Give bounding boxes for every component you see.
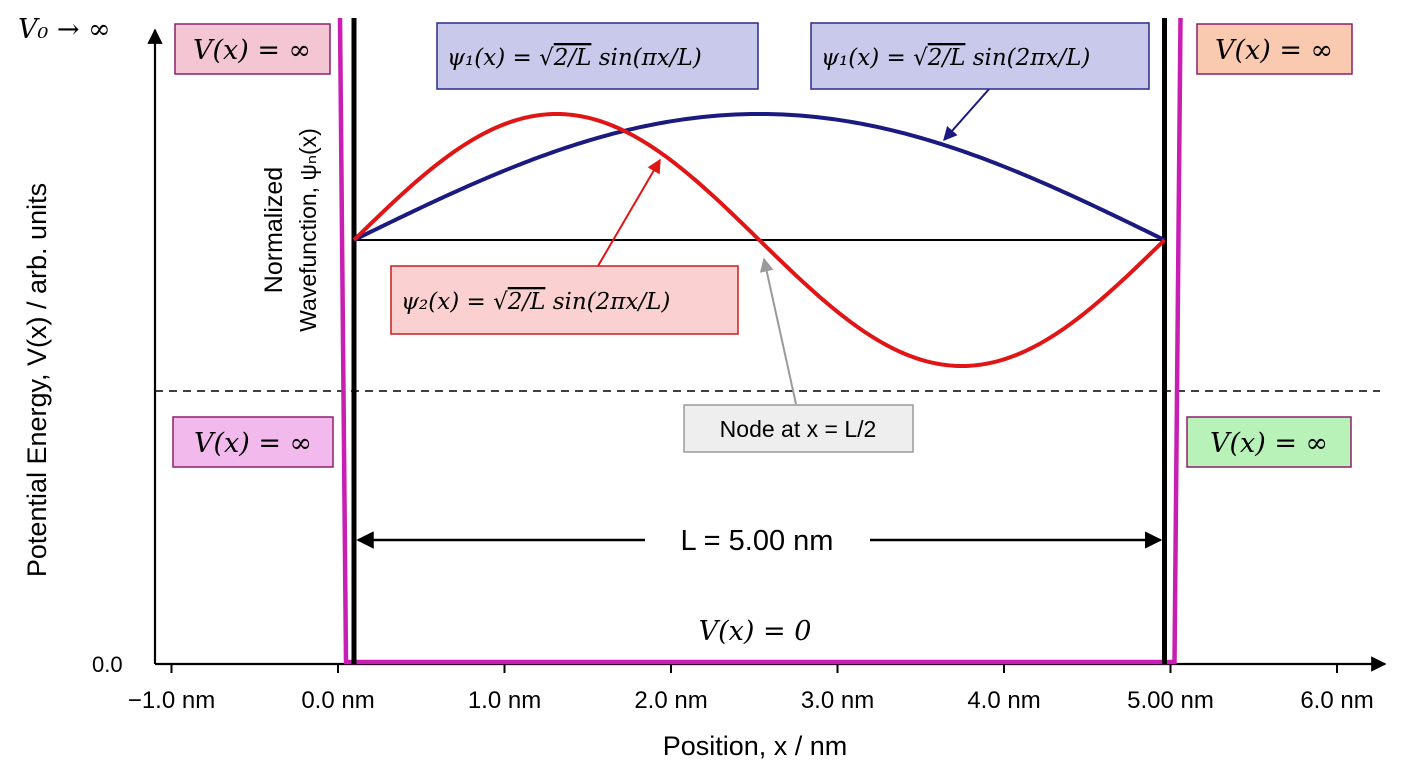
x-tick-label: 4.0 nm (967, 687, 1040, 714)
psi1-formula-box-right: ψ₁(x) = √2/L sin(2πx/L) (810, 22, 1150, 90)
x-tick-label: 5.00 nm (1127, 687, 1214, 714)
v-infinite-box-top-left: V(x) = ∞ (174, 23, 331, 75)
x-tick-label: −1.0 nm (128, 687, 215, 714)
y-axis-label: Potential Energy, V(x) / arb. units (22, 183, 52, 577)
svg-text:Node at x = L/2: Node at x = L/2 (720, 416, 877, 442)
floor-label: V(x) = 0 (699, 616, 812, 647)
x-tick-label: 1.0 nm (468, 687, 541, 714)
x-axis-label: Position, x / nm (663, 731, 848, 761)
svg-text:V(x) = ∞: V(x) = ∞ (1210, 428, 1328, 459)
y-zero-label: 0.0 (92, 652, 123, 677)
svg-text:V(x) = ∞: V(x) = ∞ (1215, 35, 1333, 66)
node-label-box: Node at x = L/2 (683, 404, 914, 453)
psi2-formula-box: ψ₂(x) = √2/L sin(2πx/L) (390, 265, 739, 335)
x-tick-label: 3.0 nm (801, 687, 874, 714)
inner-label-line2: Wavefunction, ψₙ(x) (295, 128, 321, 332)
node-annotation-arrow (759, 257, 797, 405)
v-infinite-box-mid-right: V(x) = ∞ (1186, 416, 1352, 468)
svg-text:V(x) = ∞: V(x) = ∞ (193, 35, 311, 66)
psi2-curve (352, 111, 1166, 369)
x-tick-label: 0.0 nm (301, 687, 374, 714)
svg-text:V(x) = ∞: V(x) = ∞ (194, 428, 312, 459)
svg-text:ψ₂(x) = √2/L sin(2πx/L): ψ₂(x) = √2/L sin(2πx/L) (401, 289, 670, 315)
v-infinite-box-top-right: V(x) = ∞ (1196, 23, 1353, 75)
width-label: L = 5.00 nm (681, 525, 834, 557)
psi1-curve (353, 111, 1166, 242)
x-tick-label: 6.0 nm (1300, 687, 1373, 714)
potential-curve (337, 17, 1183, 665)
x-tick-group: −1.0 nm 0.0 nm 1.0 nm 2.0 nm 3.0 nm 4.0 nm 5.0… (128, 664, 1374, 714)
inner-label-line1: Normalized (260, 167, 288, 293)
psi1-annotation-arrow (943, 87, 991, 142)
psi2-annotation-arrow (597, 158, 661, 267)
y-top-label: V₀ → ∞ (18, 14, 111, 45)
v-infinite-box-mid-left: V(x) = ∞ (172, 416, 334, 468)
psi1-formula-box-left: ψ₁(x) = √2/L sin(πx/L) (436, 22, 759, 90)
svg-text:ψ₁(x) = √2/L sin(2πx/L): ψ₁(x) = √2/L sin(2πx/L) (821, 45, 1090, 71)
svg-text:ψ₁(x) = √2/L sin(πx/L): ψ₁(x) = √2/L sin(πx/L) (447, 45, 702, 71)
x-tick-label: 2.0 nm (634, 687, 707, 714)
